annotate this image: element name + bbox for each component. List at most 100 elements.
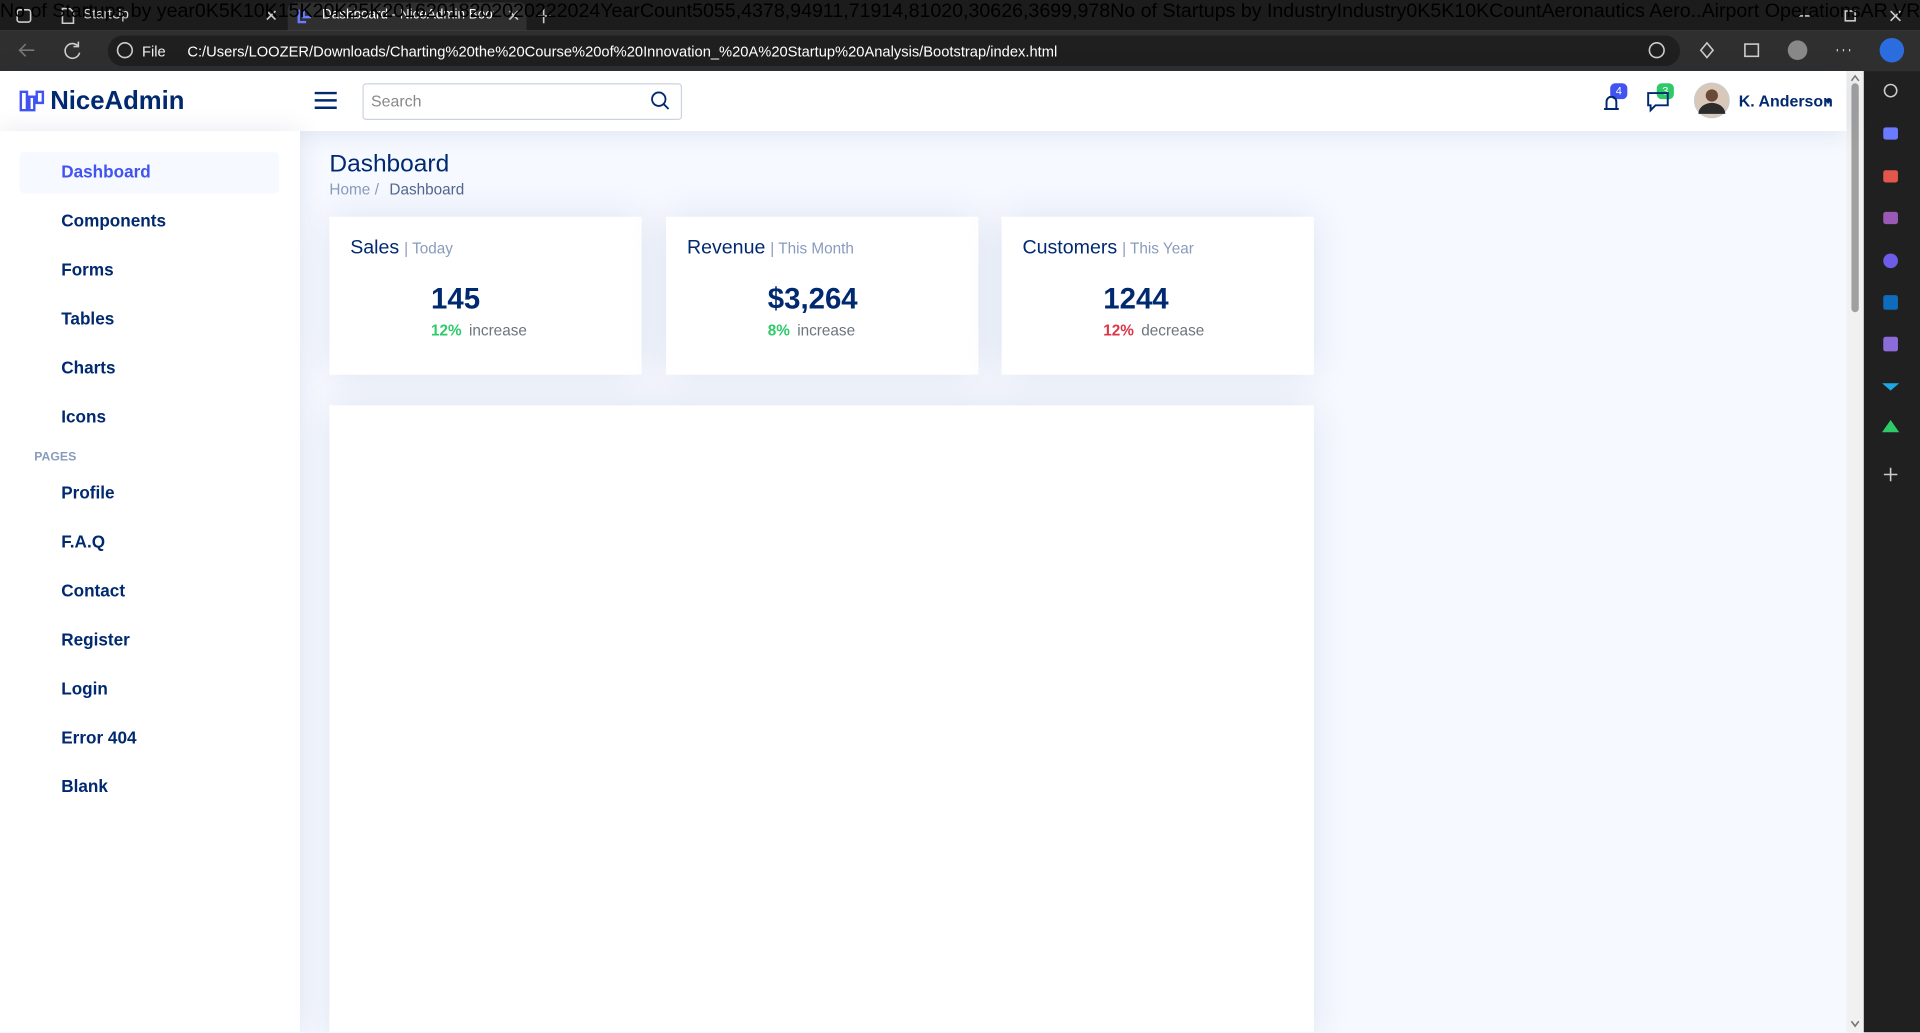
- y-tick-label: 0K: [194, 1, 219, 23]
- profile[interactable]: [1787, 40, 1808, 61]
- refresh[interactable]: [64, 41, 81, 59]
- url-scheme: File: [142, 42, 166, 61]
- card-change: increase: [797, 322, 856, 340]
- search-icon[interactable]: [651, 91, 667, 107]
- favorites[interactable]: [1699, 41, 1715, 59]
- sidebar-heading: PAGES: [34, 450, 77, 465]
- y-tick-label: 15K: [277, 1, 313, 23]
- collections[interactable]: [1744, 43, 1760, 58]
- url-field[interactable]: [107, 35, 1681, 67]
- breadcrumb-link[interactable]: Home: [329, 181, 371, 199]
- chat[interactable]: [1647, 92, 1669, 113]
- url[interactable]: C:/Users/LOOZER/Downloads/Charting%20the…: [187, 42, 1058, 61]
- page-link[interactable]: F.A.Q: [61, 531, 106, 552]
- tool[interactable]: [1883, 253, 1898, 269]
- breadcrumb-separator: /: [374, 181, 379, 199]
- charts: No of Startups by year0K5K10K15K20K25K20…: [0, 0, 1920, 23]
- scroll-arrows[interactable]: [1850, 74, 1860, 1028]
- header-icons: [19, 90, 1832, 113]
- tool[interactable]: [1882, 420, 1900, 433]
- data-label: 14,810: [881, 1, 942, 23]
- nav-item[interactable]: Dashboard: [61, 161, 151, 182]
- y-tick-label: 5K: [1430, 1, 1455, 23]
- bell[interactable]: [1604, 95, 1619, 110]
- card-change-pct: 12% increase: [431, 322, 527, 340]
- x-tick-label: 2022: [513, 1, 557, 23]
- favorite[interactable]: [1648, 42, 1665, 59]
- new-tab[interactable]: [536, 8, 552, 24]
- x-tick-label: 2018: [425, 1, 470, 23]
- scroll-thumb[interactable]: [1851, 83, 1859, 313]
- data-label: 8,949: [773, 1, 823, 23]
- nav-item[interactable]: Forms: [61, 259, 114, 280]
- tool[interactable]: [1883, 336, 1898, 352]
- nav-item[interactable]: Tables: [61, 308, 115, 329]
- card-period: | This Month: [770, 240, 854, 258]
- chart-title: No of Startups by Industry: [1110, 1, 1337, 23]
- header: [0, 71, 1847, 132]
- tab-actions-icon[interactable]: [16, 9, 32, 23]
- nav-item[interactable]: Icons: [61, 406, 107, 427]
- search-box[interactable]: [362, 83, 683, 121]
- tool[interactable]: [1883, 211, 1898, 225]
- page-link[interactable]: Profile: [61, 482, 115, 503]
- x-tick-label: 2024: [556, 1, 601, 23]
- sidebar: [0, 131, 301, 1033]
- page-icon: [61, 7, 75, 25]
- card-value: 1244: [1103, 282, 1169, 316]
- close-window[interactable]: [1890, 10, 1901, 22]
- search-tool[interactable]: [1883, 83, 1898, 98]
- page-title: Dashboard: [329, 150, 450, 178]
- nav-item[interactable]: Charts: [61, 357, 116, 378]
- brand[interactable]: NiceAdmin: [50, 86, 185, 116]
- edge-tools: [1882, 83, 1900, 482]
- user-name[interactable]: K. Anderson: [1738, 91, 1833, 111]
- y-tick-label: 0K: [1406, 1, 1431, 23]
- page-link[interactable]: Error 404: [61, 727, 137, 747]
- notification-badge: 4: [1610, 83, 1628, 100]
- tool[interactable]: [1883, 170, 1898, 183]
- card: [1001, 216, 1314, 375]
- back[interactable]: [18, 43, 35, 57]
- card-change: decrease: [1141, 322, 1205, 340]
- x-tick-label: AR VR (Augmented ..: [1860, 1, 1920, 23]
- nav-item[interactable]: Components: [61, 210, 166, 231]
- x-tick-label: Aeronautics Aero..: [1541, 1, 1702, 23]
- chart-header: Industry: [1336, 1, 1407, 23]
- x-tick-label: 2016: [382, 1, 426, 23]
- close-tab[interactable]: [266, 10, 277, 21]
- chart-title: No of Startups by year: [0, 1, 195, 23]
- tab-title[interactable]: StartUp: [83, 7, 129, 23]
- breadcrumb-current: Dashboard: [389, 181, 465, 199]
- add-tool[interactable]: [1883, 467, 1898, 482]
- avatar: [1698, 102, 1726, 114]
- tab-title[interactable]: Dashboard - NiceAdmin Bootstr: [322, 7, 494, 23]
- card-change: increase: [469, 322, 527, 340]
- page-link[interactable]: Contact: [61, 580, 126, 601]
- message-badge: 3: [1656, 83, 1674, 100]
- user-caret[interactable]: [1824, 99, 1832, 105]
- active-tab[interactable]: [287, 2, 527, 31]
- restore[interactable]: [1844, 10, 1856, 22]
- toggle-sidebar[interactable]: [314, 91, 337, 109]
- x-tick-label: 2020: [469, 1, 514, 23]
- close-tab[interactable]: [508, 10, 519, 21]
- tool[interactable]: [1883, 295, 1898, 310]
- site-info[interactable]: [116, 42, 134, 59]
- tool[interactable]: [1883, 127, 1898, 140]
- search-placeholder: Search: [371, 91, 422, 111]
- data-label: 5,437: [724, 1, 774, 23]
- copilot[interactable]: [1879, 37, 1905, 63]
- card-period: | This Year: [1122, 240, 1194, 258]
- y-axis-label: Count: [639, 1, 693, 23]
- card-title: Revenue | This Month: [686, 237, 854, 259]
- page-link[interactable]: Register: [61, 629, 130, 649]
- x-tick-label: Airport Operations: [1701, 1, 1861, 23]
- page-link[interactable]: Blank: [61, 776, 108, 796]
- page-link[interactable]: Login: [61, 678, 108, 698]
- data-label: 11,719: [822, 1, 882, 23]
- y-tick-label: 5K: [218, 1, 243, 23]
- tool[interactable]: [1882, 383, 1900, 391]
